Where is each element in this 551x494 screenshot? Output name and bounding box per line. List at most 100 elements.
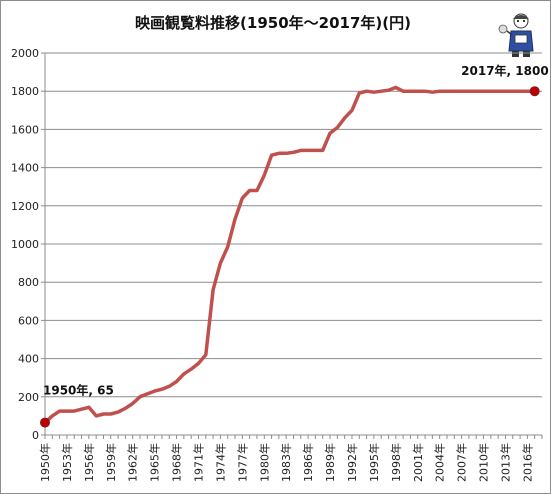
- data-point: [131, 402, 134, 405]
- x-tick-label: 1959年: [104, 443, 118, 482]
- data-point: [475, 90, 478, 93]
- data-point: [504, 90, 507, 93]
- x-tick-label: 2007年: [455, 443, 469, 482]
- chart-title: 映画観覧料推移(1950年～2017年)(円): [135, 14, 411, 32]
- data-point: [116, 410, 120, 414]
- annotation-layer: 1950年, 65 2017年, 1800: [40, 63, 549, 428]
- grid: [45, 52, 542, 436]
- data-point: [226, 245, 229, 249]
- x-tick-label: 2010年: [477, 443, 491, 482]
- x-tick-label: 1980年: [257, 443, 271, 482]
- data-point: [73, 409, 76, 413]
- data-point: [394, 86, 398, 89]
- data-point: [80, 408, 83, 411]
- y-tick-label: 1200: [11, 200, 39, 213]
- data-point: [138, 395, 142, 398]
- data-point: [175, 380, 178, 383]
- data-point: [211, 288, 215, 292]
- data-point: [350, 109, 354, 112]
- data-point: [467, 90, 471, 93]
- y-tick-label: 1600: [11, 123, 39, 136]
- x-tick-label: 1953年: [60, 443, 74, 482]
- data-point: [51, 414, 54, 418]
- x-axis: 1950年 1953年 1956年 1959年 1962年 1965年 1968年 1971年…: [38, 434, 543, 482]
- data-point: [124, 407, 127, 410]
- data-point: [153, 389, 156, 393]
- y-tick-label: 600: [18, 314, 39, 327]
- x-tick-label: 1956年: [82, 443, 96, 482]
- data-label: 2017年, 1800: [461, 63, 549, 78]
- data-point: [321, 149, 324, 152]
- x-tick-label: 1989年: [323, 443, 337, 482]
- data-point: [255, 189, 259, 192]
- data-point: [314, 149, 317, 152]
- data-point: [65, 409, 69, 413]
- data-point: [204, 353, 207, 356]
- data-point: [423, 90, 427, 93]
- x-tick-label: 2016年: [520, 443, 534, 482]
- data-point: [482, 90, 485, 93]
- x-tick-label: 1998年: [389, 443, 403, 482]
- data-point: [168, 385, 171, 388]
- x-tick-label: 1965年: [148, 443, 162, 482]
- data-point: [496, 90, 500, 93]
- data-point: [197, 362, 200, 365]
- data-point: [102, 412, 105, 416]
- y-tick-label: 400: [18, 353, 39, 366]
- data-point: [489, 90, 493, 93]
- data-point: [526, 90, 529, 93]
- data-point: [453, 90, 456, 93]
- data-point: [182, 372, 186, 376]
- x-tick-label: 1950年: [38, 443, 52, 482]
- x-tick-label: 1983年: [279, 443, 293, 482]
- data-point: [87, 406, 91, 409]
- data-point: [343, 116, 346, 120]
- data-point: [518, 90, 522, 93]
- x-tick-label: 1986年: [301, 443, 315, 482]
- y-tick-label: 1800: [11, 85, 39, 98]
- data-point: [460, 90, 463, 93]
- data-point: [431, 90, 434, 94]
- data-point: [94, 414, 98, 418]
- data-point: [146, 392, 149, 396]
- x-tick-label: 1974年: [213, 443, 227, 482]
- y-tick-label: 1000: [11, 238, 39, 251]
- x-tick-label: 1992年: [345, 443, 359, 482]
- x-tick-label: 1968年: [170, 443, 184, 482]
- data-point: [270, 153, 273, 157]
- data-point: [445, 90, 449, 93]
- data-point: [511, 90, 514, 93]
- y-tick-label: 2000: [11, 47, 39, 60]
- data-point: [277, 152, 281, 155]
- x-tick-label: 2013年: [498, 443, 512, 482]
- data-point: [241, 196, 244, 200]
- highlight-marker: [529, 86, 540, 97]
- mascot-illustration: [498, 13, 534, 57]
- data-point: [438, 90, 441, 93]
- data-point: [299, 149, 303, 152]
- data-point: [58, 409, 61, 413]
- y-tick-label: 1400: [11, 162, 39, 175]
- y-tick-label: 200: [18, 391, 39, 404]
- data-point: [336, 126, 339, 129]
- data-point: [416, 90, 419, 93]
- data-point: [358, 91, 361, 95]
- data-point: [248, 189, 251, 192]
- x-tick-label: 1962年: [126, 443, 140, 482]
- series-line-0: [43, 85, 537, 425]
- data-point: [365, 90, 368, 93]
- data-point: [372, 90, 376, 94]
- data-point: [109, 412, 112, 416]
- data-point: [409, 90, 412, 93]
- data-point: [263, 174, 266, 177]
- x-tick-label: 1971年: [191, 443, 205, 482]
- x-tick-label: 2004年: [433, 443, 447, 482]
- x-tick-label: 1995年: [367, 443, 381, 482]
- data-point: [160, 387, 164, 391]
- data-point: [219, 261, 222, 265]
- data-point: [306, 149, 310, 152]
- y-axis: 0 200 400 600 800 1000 1200 1400 1600 1800 2000: [11, 47, 46, 442]
- data-point: [328, 132, 332, 135]
